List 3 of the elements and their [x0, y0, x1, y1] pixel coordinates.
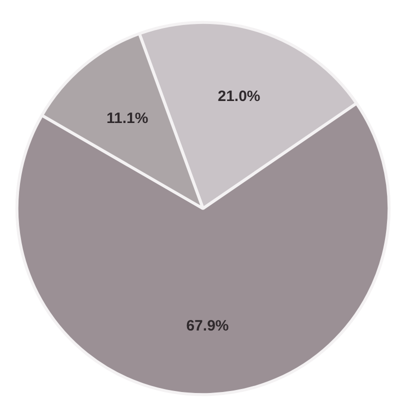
data-label: 67.9% [186, 318, 229, 335]
data-label: 21.0% [218, 88, 260, 106]
data-label: 11.1% [106, 110, 148, 127]
